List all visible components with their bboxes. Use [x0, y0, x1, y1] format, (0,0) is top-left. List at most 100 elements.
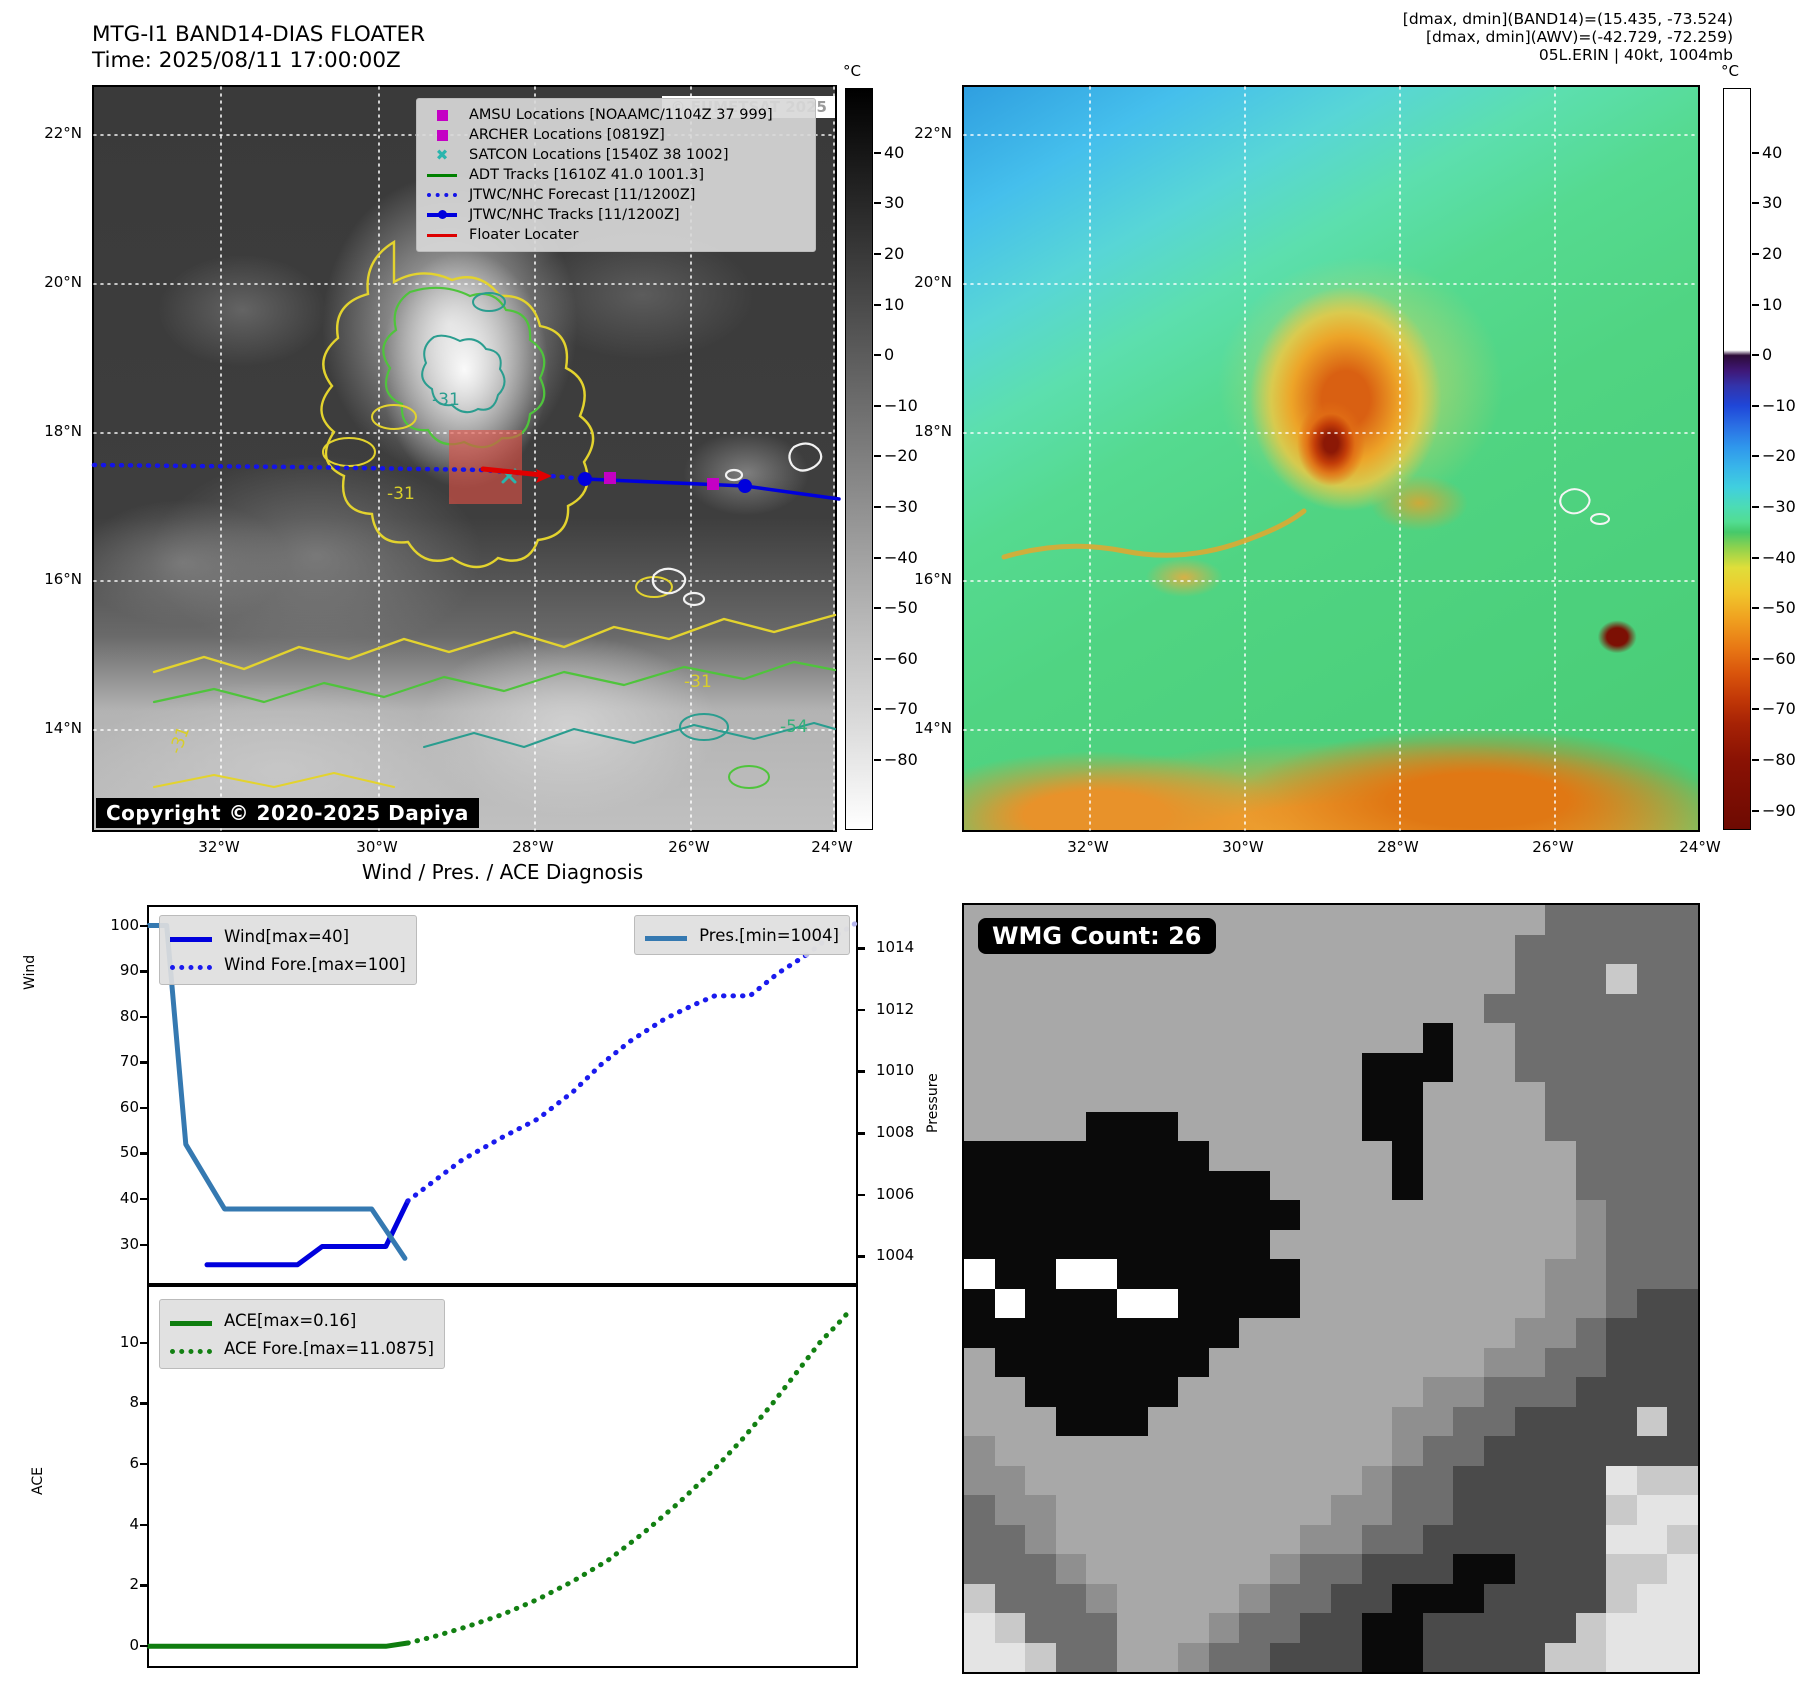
legend-label: Pres.[min=1004]: [699, 925, 839, 945]
dotted-line-icon: [170, 1339, 212, 1358]
wmg-cell: [1269, 964, 1301, 994]
wmg-cell: [1392, 1495, 1423, 1525]
wmg-cell: [1331, 1259, 1362, 1289]
wmg-cell: [1239, 964, 1270, 994]
island-outline: [651, 567, 687, 595]
wmg-cell: [1116, 1170, 1148, 1200]
wmg-cell: [1636, 1436, 1668, 1466]
wmg-cell: [1300, 1524, 1331, 1554]
colorbar-tickmark: [1752, 809, 1759, 812]
pressure-ytick: 1010: [876, 1061, 915, 1080]
contour-blob: [679, 713, 729, 741]
wmg-cell: [1606, 1288, 1637, 1318]
wmg-cell: [1483, 1229, 1515, 1259]
wmg-cell: [1239, 1023, 1270, 1053]
wmg-cell: [1575, 1023, 1607, 1053]
square-icon: [425, 129, 459, 141]
wmg-cell: [1116, 1200, 1148, 1230]
wmg-cell: [1422, 1613, 1454, 1643]
jtwc-track-point: [578, 472, 592, 486]
ace-ytick: 10: [119, 1332, 139, 1351]
wmg-cell: [1178, 1583, 1209, 1613]
wmg-cell: [1086, 1347, 1117, 1377]
wmg-cell: [1269, 1288, 1301, 1318]
contour-value-label: -31: [166, 724, 194, 757]
wind-ytick: 60: [119, 1097, 139, 1116]
contour-value-label: -31: [432, 390, 460, 410]
wmg-cell: [1483, 1141, 1515, 1171]
pressure-ytick: 1012: [876, 999, 915, 1018]
wmg-cell: [1086, 1495, 1117, 1525]
wmg-cell: [1025, 1554, 1056, 1584]
wmg-cell: [1025, 1141, 1056, 1171]
wmg-cell: [1300, 1023, 1331, 1053]
wmg-cell: [994, 1495, 1026, 1525]
tickmark: [140, 970, 148, 973]
wmg-cell: [1025, 1082, 1056, 1112]
wmg-cell: [1178, 1524, 1209, 1554]
wmg-cell: [1147, 1111, 1179, 1141]
wmg-cell: [1514, 1347, 1546, 1377]
wmg-cell: [1300, 1554, 1331, 1584]
wmg-cell: [1208, 1288, 1240, 1318]
wmg-cell: [1300, 905, 1331, 935]
wmg-cell: [1055, 1347, 1087, 1377]
wmg-cell: [1606, 964, 1637, 994]
wmg-cell: [1239, 1465, 1270, 1495]
wmg-cell: [1636, 934, 1668, 964]
wmg-cell: [1545, 1613, 1576, 1643]
wmg-cell: [1483, 1613, 1515, 1643]
wmg-cell: [1147, 1229, 1179, 1259]
wmg-cell: [1300, 1406, 1331, 1436]
colorbar-tick: −40: [884, 547, 918, 567]
wmg-cell: [1575, 1318, 1607, 1348]
wmg-cell: [1392, 1259, 1423, 1289]
wmg-cell: [1025, 1318, 1056, 1348]
wmg-cell: [1453, 1141, 1484, 1171]
wmg-cell: [1300, 1288, 1331, 1318]
wmg-cell: [1178, 1495, 1209, 1525]
wmg-cell: [1269, 905, 1301, 935]
wmg-cell: [1300, 1111, 1331, 1141]
tickmark: [857, 1132, 865, 1135]
wmg-cell: [1453, 934, 1484, 964]
wmg-cell: [1086, 964, 1117, 994]
wmg-cell: [1361, 1200, 1393, 1230]
wmg-cell: [1606, 1495, 1637, 1525]
left-satellite-map: -31-31-31-54-31 © EUMETSAT 2025 AMSU Loc…: [91, 85, 841, 832]
wmg-cell: [1239, 1082, 1270, 1112]
wmg-cell: [1667, 1229, 1698, 1259]
wmg-cell: [1147, 1023, 1179, 1053]
wmg-cell: [1269, 1259, 1301, 1289]
wmg-cell: [1545, 1082, 1576, 1112]
wmg-cell: [1208, 1023, 1240, 1053]
wmg-cell: [1269, 1023, 1301, 1053]
colorbar-tick: 0: [884, 345, 895, 365]
lon-label: 32°W: [198, 838, 240, 856]
tickmark: [140, 1015, 148, 1019]
wmg-cell: [1361, 1583, 1393, 1613]
contour-blob: [322, 437, 376, 467]
wmg-cell: [1422, 1318, 1454, 1348]
wmg-cell: [1361, 934, 1393, 964]
colorbar-tick: −30: [884, 496, 918, 516]
storm-contour-green: [382, 286, 546, 449]
wmg-cell: [1331, 1141, 1362, 1171]
colorbar-tickmark: [874, 404, 881, 407]
lon-label: 24°W: [811, 838, 853, 856]
lon-label: 24°W: [1679, 838, 1721, 856]
wmg-cell: [1116, 1141, 1148, 1171]
wmg-cell: [964, 1465, 995, 1495]
pressure-ytick: 1008: [876, 1123, 915, 1142]
wmg-cell: [1055, 1465, 1087, 1495]
wmg-cell: [1392, 905, 1423, 935]
colorbar-tick: 40: [884, 142, 905, 162]
wmg-cell: [1331, 1495, 1362, 1525]
wmg-cell: [1055, 1023, 1087, 1053]
wmg-cell: [1636, 1495, 1668, 1525]
wmg-cell: [1667, 1436, 1698, 1466]
wmg-cell: [1178, 1288, 1209, 1318]
wmg-cell: [964, 1524, 995, 1554]
wmg-cell: [1636, 1023, 1668, 1053]
wmg-cell: [1545, 1406, 1576, 1436]
